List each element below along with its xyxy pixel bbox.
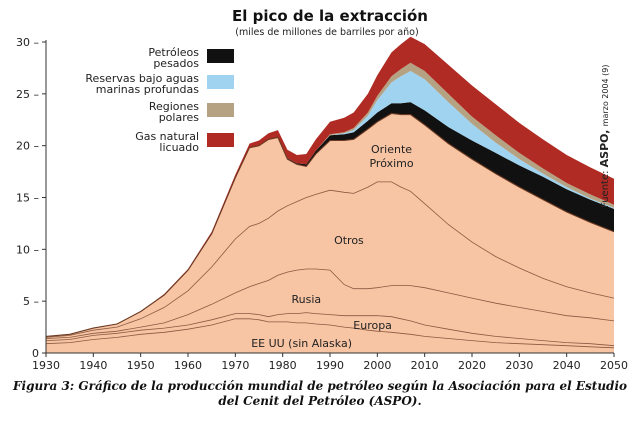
y-tick-label: 0 — [32, 347, 39, 360]
legend-label-regiones-polares: Regiones polares — [149, 100, 199, 124]
legend-label-petroleos-pesados: Petróleos pesados — [148, 46, 199, 70]
y-tick-label: 20 – — [16, 140, 39, 153]
x-tick-label: 2030 — [505, 359, 533, 372]
legend-swatch-gas-natural-licuado — [207, 133, 234, 147]
area-label-europa: Europa — [353, 319, 392, 332]
chart-title: El pico de la extracción — [232, 7, 428, 25]
plot-area — [45, 36, 615, 353]
y-tick-label: 25 – — [16, 88, 39, 101]
x-tick-label: 2000 — [363, 359, 391, 372]
x-tick-label: 2020 — [458, 359, 486, 372]
area-oriente-proximo — [46, 113, 614, 338]
x-tick-label: 2010 — [411, 359, 439, 372]
source-org: ASPO, — [598, 129, 611, 168]
x-tick-label: 1990 — [316, 359, 344, 372]
area-gas-natural-licuado — [46, 36, 614, 337]
boundary-line-otros — [45, 181, 615, 338]
source-note: Fuente: ASPO, marzo 2004 (9) — [598, 64, 611, 208]
area-reservas-bajo-aguas-marinas-profundas — [46, 71, 614, 337]
area-label-ee-uu-sin-alaska: EE UU (sin Alaska) — [251, 337, 352, 350]
boundary-line-rusia — [45, 268, 615, 339]
area-otros — [46, 181, 614, 339]
x-tick-label: 2040 — [553, 359, 581, 372]
x-tick-label: 1940 — [79, 359, 107, 372]
boundary-line-europa — [45, 312, 615, 347]
legend-label-reservas-bajo-aguas-marinas-profundas: Reservas bajo aguas marinas profundas — [85, 72, 199, 96]
x-tick-label: 1980 — [269, 359, 297, 372]
area-label-rusia: Rusia — [292, 293, 322, 306]
legend-label-gas-natural-licuado: Gas natural licuado — [135, 130, 199, 154]
source-label: Fuente: — [600, 170, 611, 208]
x-tick-label: 1950 — [127, 359, 155, 372]
figure-caption: Figura 3: Gráfico de la producción mundi… — [12, 379, 628, 408]
y-tick-label: 10 – — [16, 243, 39, 256]
x-tick-label: 1970 — [221, 359, 249, 372]
boundary-line-ee-uu-sin-alaska — [45, 318, 615, 349]
x-tick-label: 1930 — [32, 359, 60, 372]
chart-subtitle: (miles de millones de barriles por año) — [235, 27, 418, 38]
boundary-line-oriente-proximo — [45, 112, 615, 337]
x-tick-label: 2050 — [600, 359, 628, 372]
legend-swatch-reservas-bajo-aguas-marinas-profundas — [207, 75, 234, 89]
area-label-oriente-proximo: Oriente Próximo — [369, 143, 413, 170]
area-europa — [46, 312, 614, 348]
y-tick-label: 5 – — [23, 295, 39, 308]
y-tick-label: 30 – — [16, 36, 39, 49]
axes: 0 5 – 10 – 15 – 20 – 25 – 30 – 1930 1940 1950 1960… — [16, 36, 628, 372]
legend-swatch-petroleos-pesados — [207, 49, 234, 63]
area-ee-uu-sin-alaska — [46, 318, 614, 353]
legend-swatch-regiones-polares — [207, 103, 234, 117]
source-date: marzo 2004 (9) — [601, 64, 610, 127]
y-tick-label: 15 – — [16, 192, 39, 205]
x-tick-label: 1960 — [174, 359, 202, 372]
area-label-otros: Otros — [334, 234, 364, 247]
area-rusia — [46, 269, 614, 346]
